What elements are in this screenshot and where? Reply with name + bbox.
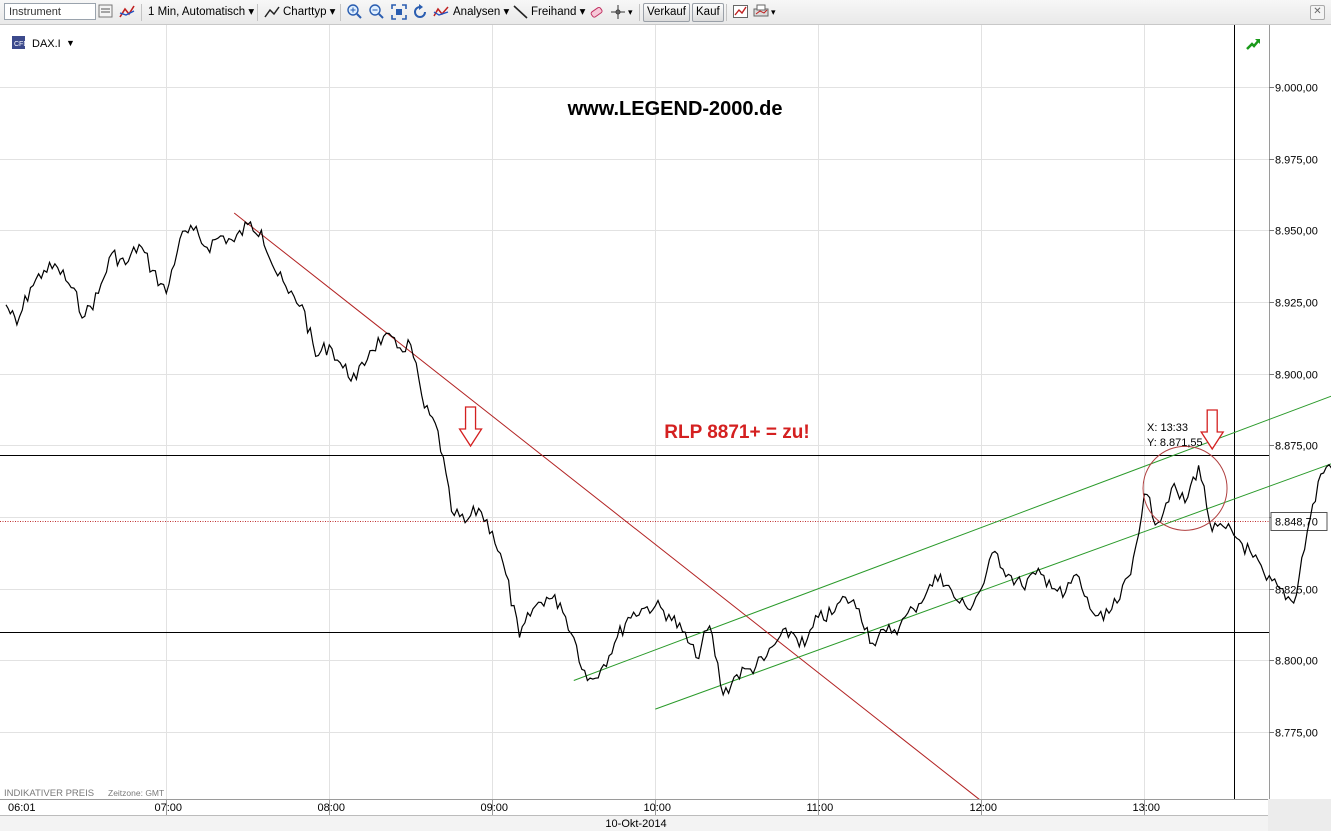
y-tick-label: 8.775,00 (1275, 728, 1318, 740)
price-line (5, 220, 1331, 697)
chart-type-menu[interactable]: Charttyp ▾ (283, 0, 335, 25)
y-tick-label: 9.000,00 (1275, 83, 1318, 95)
chevron-down-icon: ▾ (329, 6, 336, 18)
zoom-out-icon[interactable] (368, 3, 386, 24)
down-arrow-icon (1200, 409, 1225, 451)
cursor-y-readout: Y: 8.871,55 (1147, 437, 1203, 449)
chart-toolbar: Instrument 1 Min, Automatisch ▾ Charttyp… (0, 0, 1331, 25)
line-chart-icon (263, 3, 281, 24)
x-tick-label: 12:00 (970, 802, 998, 814)
analyses-label: Analysen (453, 6, 501, 18)
svg-text:▾: ▾ (628, 7, 633, 17)
sell-button[interactable]: Verkauf (643, 3, 690, 22)
eraser-icon[interactable] (588, 3, 606, 24)
y-tick-label: 8.800,00 (1275, 656, 1318, 668)
x-tick-label: 08:00 (318, 802, 346, 814)
date-label: 10-Okt-2014 (605, 818, 666, 830)
x-tick-label: 10:00 (644, 802, 672, 814)
instrument-logo-icon (12, 36, 25, 49)
rlp-annotation: RLP 8871+ = zu! (664, 422, 809, 443)
chevron-down-icon: ▾ (248, 6, 255, 18)
last-price-label: 8.848,70 (1275, 517, 1318, 529)
chevron-down-icon[interactable]: ▼ (66, 38, 75, 48)
y-tick-label: 8.925,00 (1275, 298, 1318, 310)
instrument-logo-letters: CFD (14, 41, 28, 48)
live-update-icon[interactable] (1246, 39, 1260, 50)
y-tick-label: 8.825,00 (1275, 585, 1318, 597)
y-tick-label: 8.950,00 (1275, 226, 1318, 238)
x-tick-label: 06:01 (8, 802, 36, 814)
interval-select[interactable]: 1 Min, Automatisch ▾ (148, 0, 254, 25)
price-chart[interactable]: 8.775,008.800,008.825,008.850,008.875,00… (0, 25, 1331, 831)
instrument-name: DAX.I (32, 38, 61, 50)
green-channel-lower-trendline (655, 463, 1331, 710)
indicative-price-label: INDIKATIVER PREIS (4, 788, 94, 799)
x-axis-panel (0, 799, 1268, 815)
freehand-line-icon (512, 3, 530, 24)
instrument-lookup-icon[interactable] (98, 3, 114, 23)
indicator-icon[interactable] (118, 3, 136, 24)
chart-window-icon[interactable] (732, 3, 750, 24)
timezone-label: Zeitzone: GMT (108, 788, 164, 798)
refresh-icon[interactable] (411, 3, 429, 24)
watermark-text: www.LEGEND-2000.de (567, 98, 783, 120)
crosshair-icon[interactable]: ▾ (610, 3, 634, 24)
fit-view-icon[interactable] (390, 3, 408, 24)
x-tick-label: 13:00 (1133, 802, 1161, 814)
close-icon[interactable]: ✕ (1310, 5, 1325, 20)
last-price-marker (1270, 512, 1328, 531)
instrument-header[interactable]: CFD DAX.I ▼ (12, 36, 75, 50)
print-icon[interactable]: ▾ (752, 3, 780, 24)
cursor-x-readout: X: 13:33 (1147, 422, 1188, 434)
svg-text:▾: ▾ (771, 7, 776, 17)
chevron-down-icon: ▾ (503, 6, 510, 18)
y-tick-label: 8.900,00 (1275, 370, 1318, 382)
down-arrow-icon (458, 406, 483, 448)
analyses-icon (432, 3, 450, 24)
highlight-circle (1142, 445, 1228, 531)
interval-label: 1 Min, Automatisch (148, 6, 246, 18)
green-channel-upper-trendline (573, 395, 1331, 681)
instrument-search-input[interactable]: Instrument (4, 3, 96, 20)
chart-grid (0, 25, 1308, 799)
chevron-down-icon: ▾ (579, 6, 586, 18)
y-axis-panel (1269, 25, 1331, 800)
buy-button[interactable]: Kauf (692, 3, 724, 22)
freehand-label: Freihand (531, 6, 577, 18)
zoom-in-icon[interactable] (346, 3, 364, 24)
x-tick-label: 07:00 (155, 802, 183, 814)
date-bar (0, 815, 1268, 831)
y-tick-label: 8.975,00 (1275, 155, 1318, 167)
x-tick-label: 09:00 (481, 802, 509, 814)
x-tick-label: 11:00 (807, 802, 834, 814)
chart-type-label: Charttyp (283, 6, 327, 18)
freehand-menu[interactable]: Freihand ▾ (531, 0, 585, 25)
y-tick-label: 8.875,00 (1275, 441, 1318, 453)
axis-corner (1268, 799, 1331, 831)
analyses-menu[interactable]: Analysen ▾ (453, 0, 509, 25)
red-downtrend-trendline (233, 212, 982, 802)
